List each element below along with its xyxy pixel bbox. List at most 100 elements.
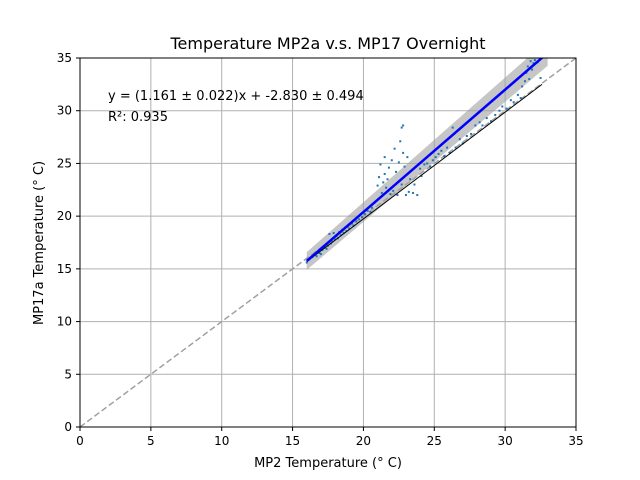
data-point xyxy=(315,255,318,258)
data-point xyxy=(413,183,416,186)
data-point xyxy=(342,232,345,235)
chart-title: Temperature MP2a v.s. MP17 Overnight xyxy=(169,34,485,53)
data-point xyxy=(429,165,432,168)
axis-ticks: 0 5 10 15 20 25 30 35 0 5 10 15 20 25 30 35 xyxy=(57,51,584,448)
fit-equation-label: y = (1.161 ± 0.022)x + -2.830 ± 0.494 xyxy=(108,89,364,104)
fit-confidence-band xyxy=(306,58,548,270)
data-point xyxy=(431,159,434,162)
data-point xyxy=(470,132,473,135)
data-point xyxy=(474,124,477,127)
data-point xyxy=(339,234,342,237)
y-tick-label: 30 xyxy=(57,104,72,118)
data-point xyxy=(319,253,322,256)
data-point xyxy=(521,85,524,88)
data-point xyxy=(355,220,358,223)
data-point xyxy=(528,78,531,81)
data-point xyxy=(331,240,334,243)
x-tick-label: 35 xyxy=(568,434,583,448)
data-point xyxy=(458,138,461,141)
data-point xyxy=(369,210,372,213)
data-point xyxy=(363,213,366,216)
data-point xyxy=(358,218,361,221)
y-tick-label: 20 xyxy=(57,209,72,223)
data-point xyxy=(531,68,534,71)
fit-lines xyxy=(305,58,544,262)
data-point xyxy=(390,159,393,162)
data-point xyxy=(376,184,379,187)
data-point xyxy=(393,147,396,150)
data-point xyxy=(451,126,454,129)
data-point xyxy=(423,163,426,166)
data-point xyxy=(345,229,348,232)
plot-frame xyxy=(79,57,577,428)
data-point xyxy=(434,156,437,159)
data-point xyxy=(533,59,536,62)
data-point xyxy=(416,194,419,197)
data-point xyxy=(412,191,415,194)
data-point xyxy=(539,77,542,80)
data-point xyxy=(478,121,481,124)
y-tick-label: 5 xyxy=(64,367,72,381)
fit-band-group xyxy=(306,58,548,270)
data-point xyxy=(366,209,369,212)
x-axis-label: MP2 Temperature (° C) xyxy=(254,456,402,471)
data-point xyxy=(420,175,423,178)
data-point xyxy=(383,172,386,175)
data-point xyxy=(395,170,398,173)
x-tick-label: 25 xyxy=(427,434,442,448)
grid xyxy=(79,57,577,428)
data-point xyxy=(519,97,522,100)
data-point xyxy=(505,107,508,110)
data-point xyxy=(370,206,373,209)
data-point xyxy=(400,183,403,186)
data-point xyxy=(334,238,337,241)
y-tick-label: 15 xyxy=(57,262,72,276)
y-tick-label: 10 xyxy=(57,315,72,329)
data-point xyxy=(529,60,532,63)
data-point xyxy=(385,186,388,189)
data-point xyxy=(419,167,422,170)
data-point xyxy=(382,181,385,184)
data-point xyxy=(404,194,407,197)
x-tick-label: 15 xyxy=(285,434,300,448)
data-point xyxy=(448,151,451,154)
data-point xyxy=(407,190,410,193)
x-tick-label: 20 xyxy=(356,434,371,448)
data-point xyxy=(426,162,429,165)
data-point xyxy=(509,99,512,102)
data-point xyxy=(318,252,321,255)
data-point xyxy=(526,65,529,68)
fit-line xyxy=(305,58,544,262)
data-point xyxy=(494,113,497,116)
data-point xyxy=(446,146,449,149)
data-point xyxy=(396,194,399,197)
data-point xyxy=(498,109,501,112)
y-tick-label: 0 xyxy=(64,420,72,434)
data-point xyxy=(465,135,468,138)
y-tick-label: 35 xyxy=(57,51,72,65)
data-point xyxy=(361,216,364,219)
data-point xyxy=(332,232,335,235)
data-point xyxy=(532,62,535,65)
data-point xyxy=(389,193,392,196)
secondary-fit-line xyxy=(306,83,543,262)
y-tick-label: 25 xyxy=(57,156,72,170)
data-point xyxy=(386,178,389,181)
data-point xyxy=(305,261,308,264)
data-point xyxy=(387,166,390,169)
data-point xyxy=(325,247,328,250)
x-tick-label: 0 xyxy=(76,434,84,448)
data-point xyxy=(454,146,457,149)
data-point xyxy=(392,189,395,192)
data-point xyxy=(409,178,412,181)
r-squared-label: R²: 0.935 xyxy=(108,110,168,125)
data-point xyxy=(328,233,331,236)
data-point xyxy=(443,155,446,158)
data-point xyxy=(523,80,526,83)
data-point xyxy=(403,165,406,168)
data-point xyxy=(351,222,354,225)
data-point xyxy=(380,191,383,194)
data-point xyxy=(406,156,409,159)
data-point xyxy=(481,124,484,127)
